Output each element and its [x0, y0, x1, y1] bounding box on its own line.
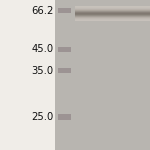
Text: 25.0: 25.0: [31, 112, 53, 122]
Text: 45.0: 45.0: [31, 45, 53, 54]
Bar: [58, 68, 71, 73]
Bar: [58, 114, 71, 120]
Bar: [58, 47, 71, 52]
Text: 66.2: 66.2: [31, 6, 53, 15]
Bar: [55, 0, 150, 150]
Text: 35.0: 35.0: [31, 66, 53, 75]
Bar: [58, 8, 71, 13]
